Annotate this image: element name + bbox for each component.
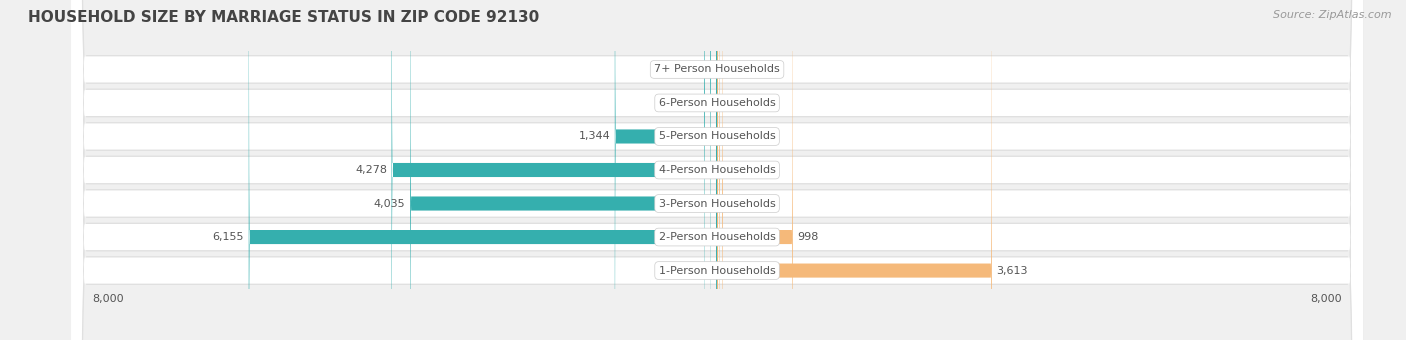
Text: 4-Person Households: 4-Person Households <box>658 165 776 175</box>
FancyBboxPatch shape <box>72 0 1362 340</box>
Text: 6,155: 6,155 <box>212 232 245 242</box>
FancyBboxPatch shape <box>717 0 723 340</box>
FancyBboxPatch shape <box>704 0 717 340</box>
FancyBboxPatch shape <box>72 0 1362 340</box>
FancyBboxPatch shape <box>72 0 1362 340</box>
FancyBboxPatch shape <box>614 0 717 340</box>
Text: 998: 998 <box>797 232 818 242</box>
FancyBboxPatch shape <box>72 0 1362 340</box>
Text: 1-Person Households: 1-Person Households <box>658 266 776 275</box>
Text: 2-Person Households: 2-Person Households <box>658 232 776 242</box>
FancyBboxPatch shape <box>717 0 793 340</box>
Text: 90: 90 <box>692 65 706 74</box>
FancyBboxPatch shape <box>72 0 1362 340</box>
FancyBboxPatch shape <box>411 0 717 340</box>
Text: 170: 170 <box>679 98 700 108</box>
Text: 0: 0 <box>725 65 733 74</box>
Text: 38: 38 <box>724 165 738 175</box>
FancyBboxPatch shape <box>72 0 1362 340</box>
Text: HOUSEHOLD SIZE BY MARRIAGE STATUS IN ZIP CODE 92130: HOUSEHOLD SIZE BY MARRIAGE STATUS IN ZIP… <box>28 10 540 25</box>
Legend: Family, Nonfamily: Family, Nonfamily <box>628 336 806 340</box>
Text: 0: 0 <box>725 98 733 108</box>
FancyBboxPatch shape <box>717 0 993 340</box>
Text: Source: ZipAtlas.com: Source: ZipAtlas.com <box>1274 10 1392 20</box>
FancyBboxPatch shape <box>249 0 717 340</box>
Text: 4,278: 4,278 <box>354 165 387 175</box>
FancyBboxPatch shape <box>391 0 717 340</box>
Text: 11: 11 <box>723 132 737 141</box>
FancyBboxPatch shape <box>72 0 1362 340</box>
FancyBboxPatch shape <box>72 0 1362 340</box>
Text: 6-Person Households: 6-Person Households <box>658 98 776 108</box>
FancyBboxPatch shape <box>717 0 720 340</box>
Text: 78: 78 <box>727 199 742 208</box>
FancyBboxPatch shape <box>710 0 717 340</box>
Text: 4,035: 4,035 <box>374 199 405 208</box>
Text: 3,613: 3,613 <box>997 266 1028 275</box>
Text: 7+ Person Households: 7+ Person Households <box>654 65 780 74</box>
FancyBboxPatch shape <box>72 0 1362 340</box>
FancyBboxPatch shape <box>72 0 1362 340</box>
FancyBboxPatch shape <box>72 0 1362 340</box>
FancyBboxPatch shape <box>72 0 1362 340</box>
FancyBboxPatch shape <box>72 0 1362 340</box>
FancyBboxPatch shape <box>72 0 1362 340</box>
Text: 1,344: 1,344 <box>578 132 610 141</box>
FancyBboxPatch shape <box>717 0 718 340</box>
Text: 5-Person Households: 5-Person Households <box>658 132 776 141</box>
Text: 3-Person Households: 3-Person Households <box>658 199 776 208</box>
